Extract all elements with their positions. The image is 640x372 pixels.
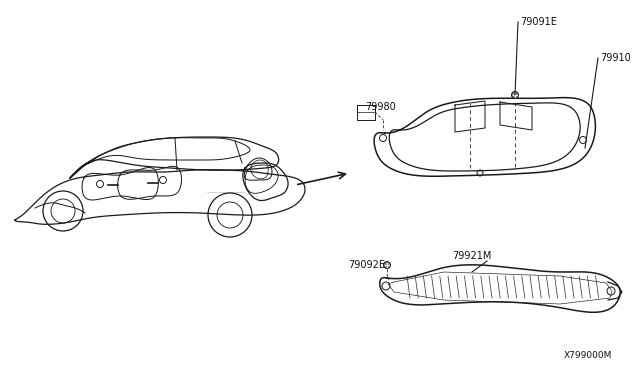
Text: 79092E: 79092E [348, 260, 385, 270]
Text: X799000M: X799000M [564, 350, 612, 359]
Text: 79910: 79910 [600, 53, 631, 63]
Text: 79921M: 79921M [452, 251, 492, 261]
Text: 79980: 79980 [365, 102, 396, 112]
Circle shape [383, 262, 390, 269]
Text: 79091E: 79091E [520, 17, 557, 27]
Circle shape [511, 92, 518, 99]
